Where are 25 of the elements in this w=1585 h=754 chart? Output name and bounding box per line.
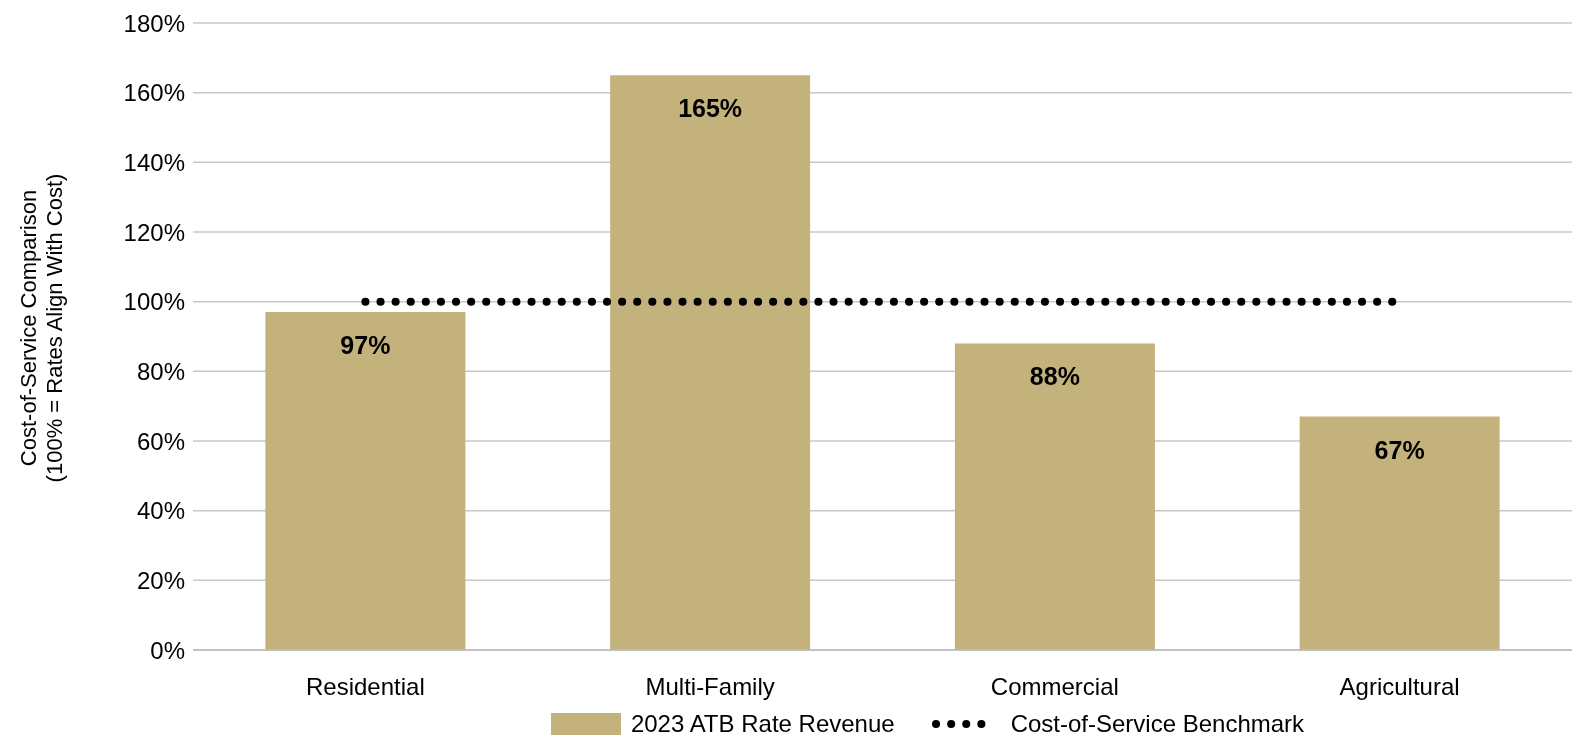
y-axis-title: Cost-of-Service Comparison (100% = Rates Align With Cost) xyxy=(16,172,67,485)
y-tick-label: 100% xyxy=(123,288,185,316)
y-tick-label: 160% xyxy=(123,79,185,107)
y-tick-label: 120% xyxy=(123,218,185,246)
legend-label: 2023 ATB Rate Revenue xyxy=(630,710,895,738)
legend-label: Cost-of-Service Benchmark xyxy=(1010,710,1305,738)
x-tick-label: Agricultural xyxy=(1339,673,1460,701)
y-tick-label: 140% xyxy=(123,148,185,176)
bar xyxy=(954,343,1155,650)
x-tick-label: Residential xyxy=(306,673,425,701)
y-tick-label: 20% xyxy=(136,566,185,594)
y-tick-label: 80% xyxy=(136,357,185,385)
data-label: 165% xyxy=(678,94,743,123)
x-tick-label: Multi-Family xyxy=(645,673,775,701)
bar xyxy=(610,75,811,650)
data-label: 88% xyxy=(1029,362,1080,391)
data-label: 97% xyxy=(340,331,391,360)
data-label: 67% xyxy=(1374,435,1425,464)
y-tick-label: 0% xyxy=(150,636,185,664)
bar xyxy=(1299,416,1500,650)
bar xyxy=(265,312,466,650)
y-tick-label: 40% xyxy=(136,497,185,525)
y-tick-label: 180% xyxy=(123,9,185,37)
y-tick-label: 60% xyxy=(136,427,185,455)
x-tick-label: Commercial xyxy=(990,673,1119,701)
